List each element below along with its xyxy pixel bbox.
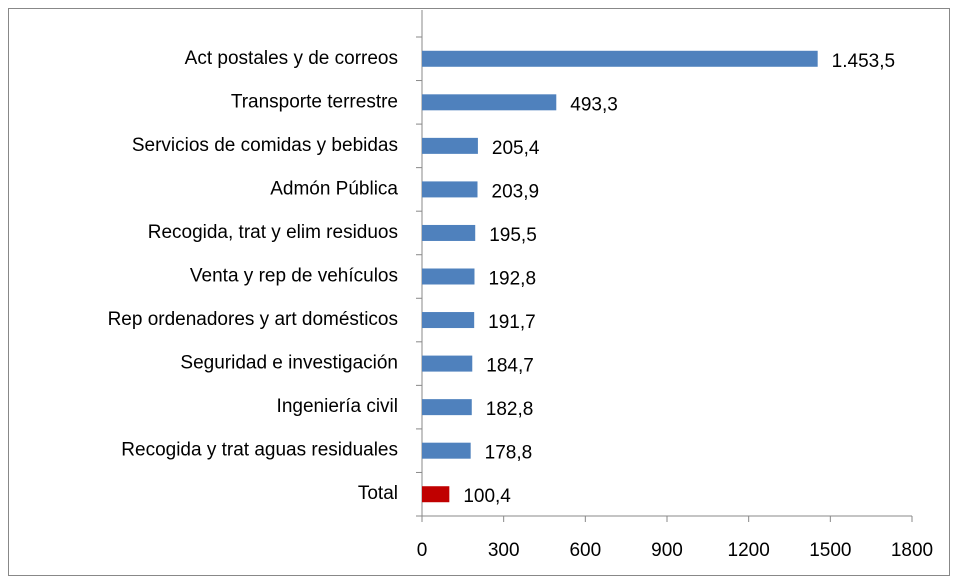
value-label: 493,3 <box>570 94 618 115</box>
bar <box>422 486 450 503</box>
y-tick-label: Seguridad e investigación <box>180 353 398 374</box>
bar <box>422 224 476 241</box>
x-tick-label: 1200 <box>728 540 770 561</box>
value-label: 205,4 <box>492 138 540 159</box>
bar <box>422 399 472 416</box>
bar <box>422 355 473 372</box>
y-tick-label: Servicios de comidas y bebidas <box>132 135 398 156</box>
y-tick-label: Rep ordenadores y art domésticos <box>108 309 398 330</box>
value-label: 1.453,5 <box>832 51 895 72</box>
value-label: 178,8 <box>485 443 533 464</box>
y-tick-label: Admón Pública <box>270 178 398 199</box>
y-tick-label: Transporte terrestre <box>231 91 398 112</box>
bar <box>422 50 818 67</box>
x-tick-label: 1500 <box>809 540 851 561</box>
value-label: 192,8 <box>488 269 536 290</box>
y-tick-label: Act postales y de correos <box>185 48 398 69</box>
x-tick-label: 600 <box>569 540 601 561</box>
bar <box>422 181 478 198</box>
x-tick-label: 0 <box>417 540 428 561</box>
y-tick-label: Recogida, trat y elim residuos <box>148 222 398 243</box>
value-label: 100,4 <box>463 486 511 507</box>
value-label: 184,7 <box>486 356 534 377</box>
value-label: 195,5 <box>489 225 537 246</box>
y-tick-label: Recogida y trat aguas residuales <box>121 440 398 461</box>
x-tick-label: 300 <box>488 540 520 561</box>
y-tick-label: Venta y rep de vehículos <box>190 266 398 287</box>
y-tick-label: Ingeniería civil <box>277 396 398 417</box>
value-label: 191,7 <box>488 312 536 333</box>
bar <box>422 268 475 285</box>
value-label: 203,9 <box>492 181 540 202</box>
bar <box>422 94 557 111</box>
bar <box>422 312 475 329</box>
bar <box>422 137 478 154</box>
value-label: 182,8 <box>486 399 534 420</box>
x-tick-label: 1800 <box>891 540 933 561</box>
x-tick-label: 900 <box>651 540 683 561</box>
bar <box>422 442 471 459</box>
y-tick-label: Total <box>358 483 398 504</box>
